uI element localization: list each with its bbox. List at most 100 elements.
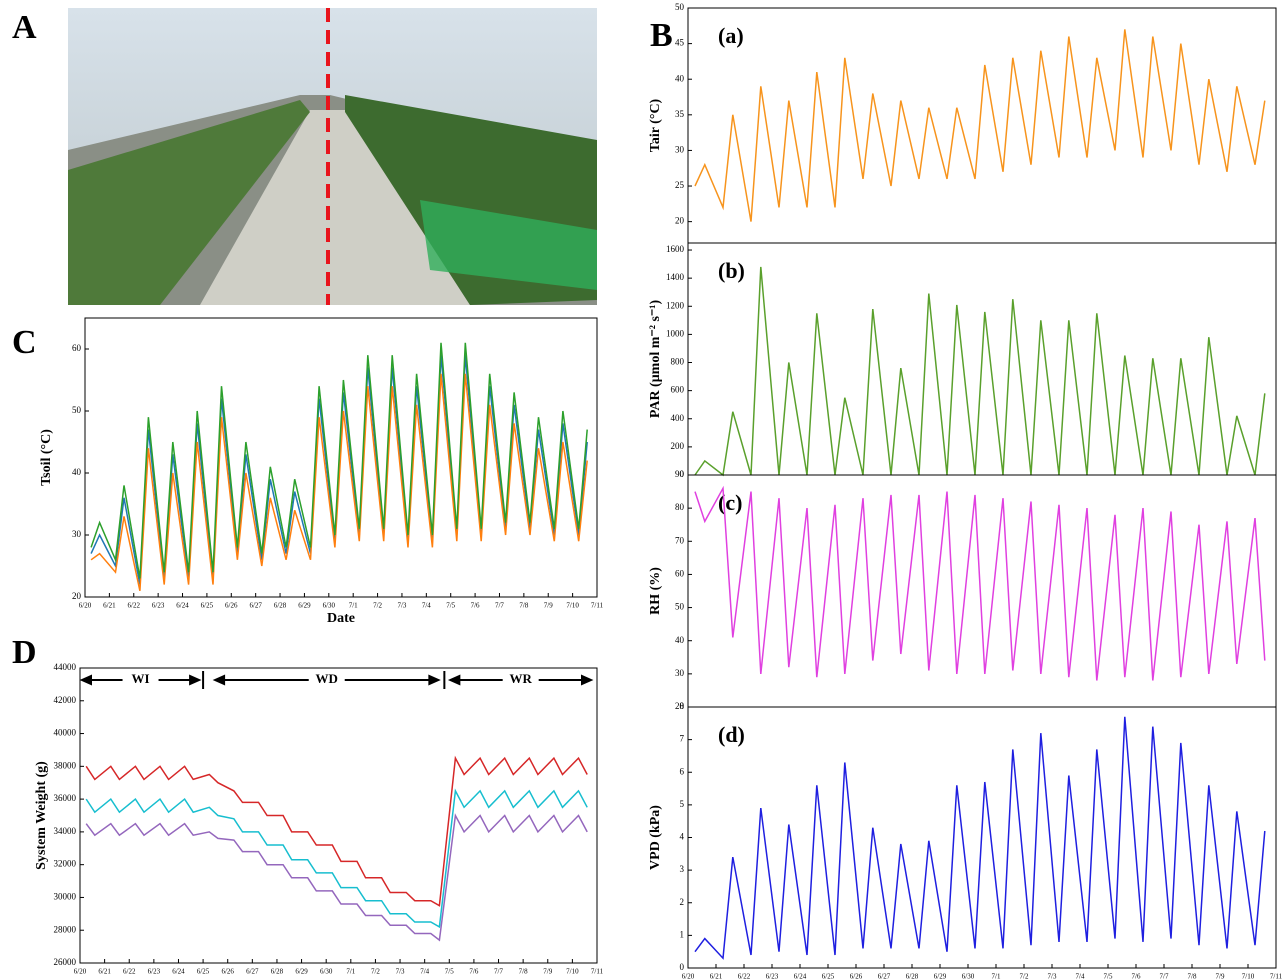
panel-annotation: (d): [718, 722, 745, 747]
y-tick-label: 50: [675, 2, 685, 12]
y-tick-label: 4: [680, 832, 685, 842]
x-tick-label: 7/10: [1242, 973, 1255, 979]
y-axis-label: Tsoil (°C): [39, 429, 54, 486]
y-tick-label: 1: [680, 929, 685, 939]
x-tick-label: 6/30: [962, 973, 975, 979]
y-tick-label: 25: [675, 180, 685, 190]
x-tick-label: 7/4: [1076, 973, 1085, 979]
data-line: [694, 485, 1266, 681]
x-tick-label: 7/7: [495, 602, 504, 610]
x-tick-label: 6/20: [74, 968, 87, 976]
y-tick-label: 5: [680, 799, 685, 809]
y-tick-label: 200: [671, 441, 685, 451]
phase-arrow: [79, 674, 202, 686]
x-tick-label: 7/1: [992, 973, 1001, 979]
y-tick-label: 30000: [54, 892, 77, 902]
y-tick-label: 0: [680, 469, 685, 479]
y-tick-label: 30: [675, 144, 685, 154]
y-tick-label: 40: [72, 467, 82, 477]
x-axis-label: Date: [325, 977, 353, 979]
x-tick-label: 6/29: [934, 973, 947, 979]
phase-arrow: [212, 674, 441, 686]
x-tick-label: 6/21: [710, 973, 723, 979]
x-tick-label: 7/7: [494, 968, 503, 976]
y-tick-label: 7: [680, 734, 685, 744]
phase-label: WI: [132, 671, 150, 686]
y-tick-label: 1200: [666, 300, 685, 310]
y-tick-label: 50: [72, 405, 82, 415]
x-axis-label: Date: [327, 611, 355, 626]
x-tick-label: 7/9: [544, 602, 553, 610]
y-tick-label: 30: [675, 668, 685, 678]
x-tick-label: 6/24: [172, 968, 185, 976]
x-tick-label: 6/25: [822, 973, 835, 979]
y-tick-label: 60: [72, 343, 82, 353]
x-tick-label: 6/24: [176, 602, 189, 610]
y-tick-label: 40000: [54, 728, 77, 738]
x-tick-label: 6/20: [79, 602, 92, 610]
x-tick-label: 7/6: [471, 602, 480, 610]
x-tick-label: 6/23: [766, 973, 779, 979]
panel-label: A: [12, 9, 37, 46]
x-tick-label: 7/6: [1132, 973, 1141, 979]
x-tick-label: 6/27: [246, 968, 259, 976]
x-tick-label: 7/6: [469, 968, 478, 976]
data-line: [90, 342, 588, 579]
y-tick-label: 35: [675, 109, 685, 119]
x-tick-label: 6/28: [271, 968, 284, 976]
x-tick-label: 7/7: [1160, 973, 1169, 979]
x-tick-label: 7/10: [566, 968, 579, 976]
y-tick-label: 80: [675, 502, 685, 512]
y-tick-label: 50: [675, 602, 685, 612]
data-line: [694, 266, 1266, 477]
y-axis-label: VPD (kPa): [648, 805, 663, 870]
phase-arrow: [447, 674, 594, 686]
y-tick-label: 600: [671, 385, 685, 395]
y-axis-label: Tair (°C): [648, 98, 663, 152]
data-line: [85, 755, 588, 907]
y-axis-label: PAR (μmol m⁻² s⁻¹): [648, 300, 663, 419]
photo: [68, 8, 597, 305]
x-tick-label: 7/5: [446, 602, 455, 610]
y-tick-label: 0: [680, 962, 685, 972]
data-line: [90, 373, 588, 591]
panel-label: C: [12, 324, 37, 361]
phase-label: WR: [509, 671, 532, 686]
y-tick-label: 40: [675, 635, 685, 645]
y-tick-label: 70: [675, 535, 685, 545]
y-tick-label: 36000: [54, 793, 77, 803]
y-tick-label: 40: [675, 73, 685, 83]
data-line: [85, 788, 588, 929]
x-tick-label: 7/4: [422, 602, 431, 610]
y-tick-label: 1400: [666, 272, 685, 282]
y-axis-label: RH (%): [648, 567, 663, 615]
panel-annotation: (a): [718, 23, 744, 48]
x-tick-label: 6/26: [221, 968, 234, 976]
y-tick-label: 44000: [54, 662, 77, 672]
y-tick-label: 1600: [666, 244, 685, 254]
y-tick-label: 8: [680, 701, 685, 711]
x-tick-label: 6/30: [323, 602, 336, 610]
x-tick-label: 7/11: [591, 602, 604, 610]
x-tick-label: 6/22: [123, 968, 136, 976]
x-tick-label: 6/28: [274, 602, 287, 610]
x-tick-label: 6/29: [298, 602, 311, 610]
panel-label: B: [650, 17, 673, 54]
plot-frame: [84, 317, 598, 598]
y-tick-label: 6: [680, 766, 685, 776]
y-axis-label: System Weight (g): [34, 761, 49, 870]
phase-label: WD: [316, 671, 338, 686]
x-tick-label: 7/5: [445, 968, 454, 976]
x-tick-label: 6/25: [197, 968, 210, 976]
x-tick-label: 6/26: [850, 973, 863, 979]
plot-frame: [687, 7, 1277, 244]
x-tick-label: 6/29: [295, 968, 308, 976]
x-tick-label: 6/24: [794, 973, 807, 979]
y-tick-label: 34000: [54, 826, 77, 836]
y-tick-label: 400: [671, 413, 685, 423]
x-tick-label: 7/8: [519, 968, 528, 976]
x-tick-label: 6/27: [249, 602, 262, 610]
x-tick-label: 6/26: [225, 602, 238, 610]
y-tick-label: 28000: [54, 924, 77, 934]
